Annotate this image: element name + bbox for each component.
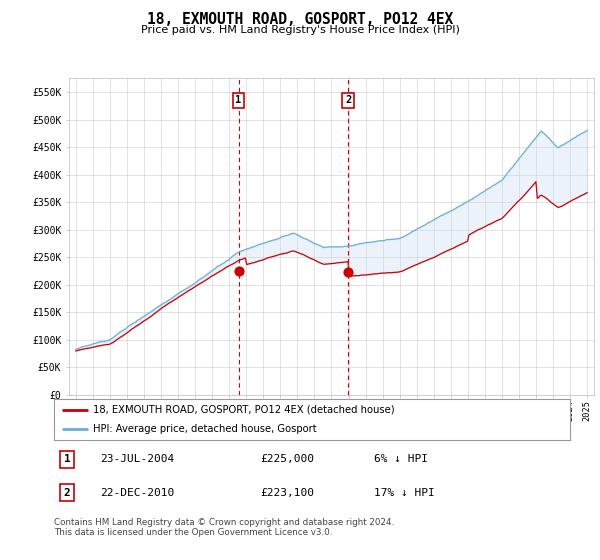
Text: 17% ↓ HPI: 17% ↓ HPI [374,488,434,498]
Text: Contains HM Land Registry data © Crown copyright and database right 2024.
This d: Contains HM Land Registry data © Crown c… [54,518,394,538]
Point [234,267,244,276]
Text: HPI: Average price, detached house, Gosport: HPI: Average price, detached house, Gosp… [92,424,316,434]
Text: 18, EXMOUTH ROAD, GOSPORT, PO12 4EX (detached house): 18, EXMOUTH ROAD, GOSPORT, PO12 4EX (det… [92,405,394,415]
Text: 2: 2 [64,488,70,498]
Text: Price paid vs. HM Land Registry's House Price Index (HPI): Price paid vs. HM Land Registry's House … [140,25,460,35]
Text: 22-DEC-2010: 22-DEC-2010 [100,488,175,498]
Point [343,268,353,277]
Text: 6% ↓ HPI: 6% ↓ HPI [374,454,428,464]
Text: 23-JUL-2004: 23-JUL-2004 [100,454,175,464]
Text: £223,100: £223,100 [260,488,314,498]
Text: 18, EXMOUTH ROAD, GOSPORT, PO12 4EX: 18, EXMOUTH ROAD, GOSPORT, PO12 4EX [147,12,453,27]
Text: 1: 1 [235,95,242,105]
Text: 1: 1 [64,454,70,464]
Text: 2: 2 [345,95,351,105]
Text: £225,000: £225,000 [260,454,314,464]
